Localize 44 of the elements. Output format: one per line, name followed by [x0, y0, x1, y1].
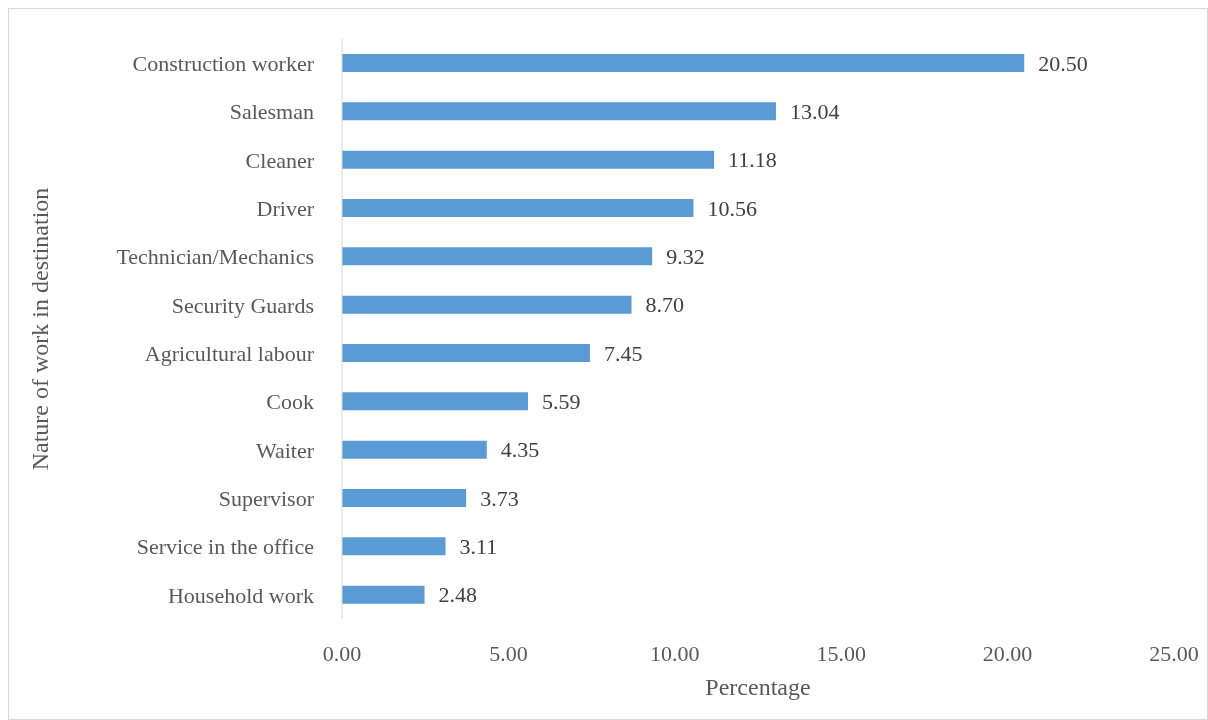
data-label: 20.50 [1038, 50, 1088, 76]
data-label: 8.70 [645, 292, 685, 318]
bar [342, 247, 653, 266]
bar [342, 585, 425, 604]
data-label: 5.59 [542, 389, 581, 415]
y-tick-label: Technician/Mechanics [116, 244, 314, 270]
data-label: 7.45 [603, 340, 643, 366]
x-tick-label: 25.00 [1149, 640, 1199, 666]
y-tick-label: Household work [167, 582, 314, 608]
x-tick-label: 5.00 [489, 640, 528, 666]
data-label: 3.11 [459, 534, 498, 560]
bar [342, 150, 715, 169]
y-tick-label: Waiter [255, 437, 315, 463]
y-tick-label: Supervisor [218, 485, 315, 511]
data-label: 2.48 [438, 582, 478, 608]
y-tick-label: Security Guards [171, 292, 314, 318]
y-tick-label: Salesman [229, 99, 314, 125]
x-axis-title: Percentage [705, 674, 811, 700]
x-tick-label: 15.00 [816, 640, 866, 666]
bar [342, 537, 446, 556]
bar [342, 295, 632, 314]
bar [342, 199, 694, 217]
data-label: 10.56 [707, 195, 757, 221]
data-label: 11.18 [728, 147, 777, 173]
bar [342, 102, 776, 121]
data-label: 3.73 [480, 485, 519, 511]
y-axis-title: Nature of work in destination [26, 187, 53, 471]
bar [342, 392, 529, 411]
y-tick-label: Cleaner [245, 147, 315, 173]
data-label: 4.35 [500, 437, 540, 463]
y-tick-label: Construction worker [132, 50, 315, 76]
data-label: 9.32 [666, 244, 705, 270]
y-tick-label: Agricultural labour [144, 340, 315, 366]
bar [342, 344, 590, 362]
x-tick-label: 10.00 [650, 640, 700, 666]
bar [342, 54, 1025, 72]
bar [342, 489, 467, 507]
x-tick-label: 20.00 [982, 640, 1033, 666]
y-tick-label: Cook [266, 389, 314, 415]
bar [342, 440, 487, 459]
y-tick-label: Service in the office [136, 534, 314, 560]
data-label: 13.04 [789, 99, 840, 125]
y-tick-label: Driver [256, 195, 315, 221]
x-tick-label: 0.00 [322, 640, 362, 666]
